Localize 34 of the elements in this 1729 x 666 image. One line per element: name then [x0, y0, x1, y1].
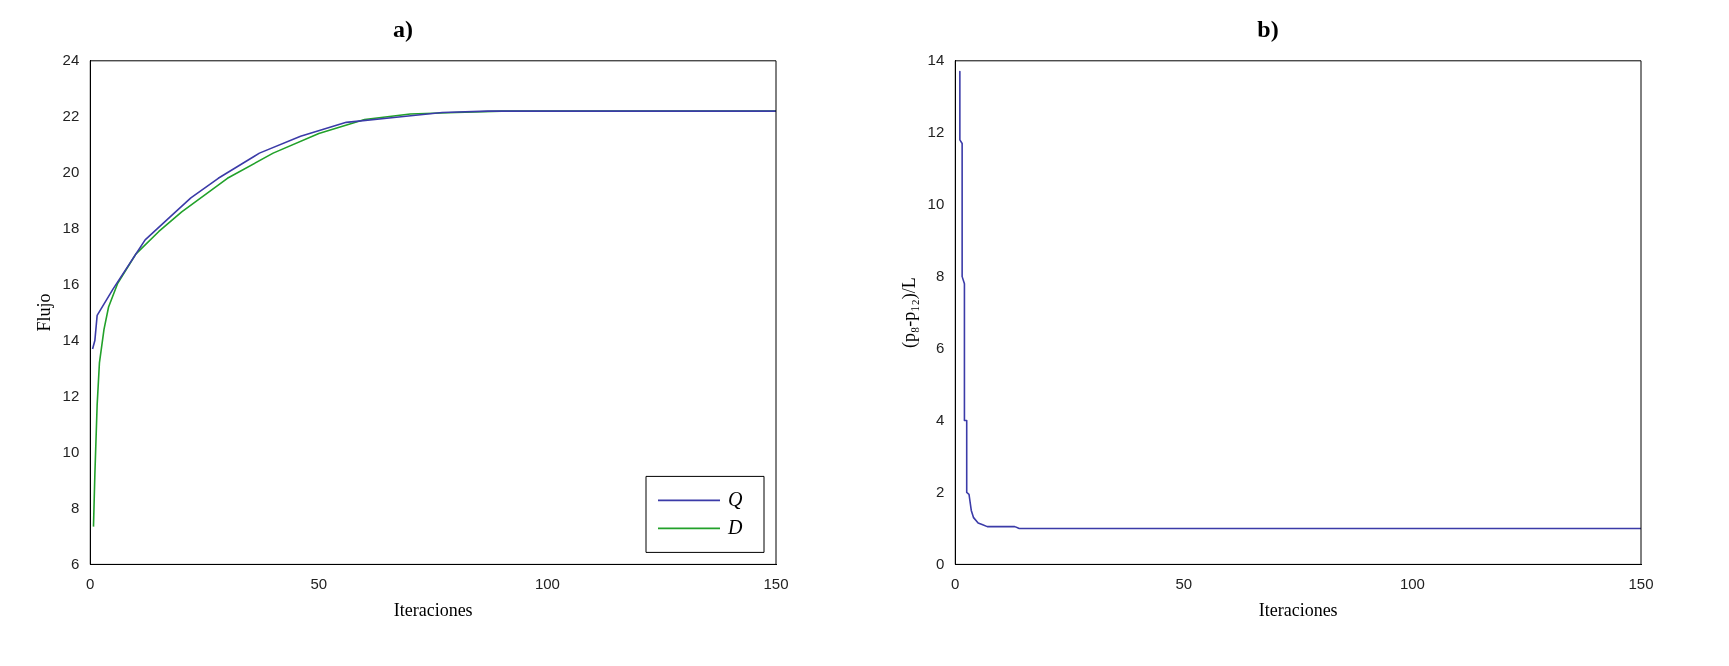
chart-title: a) [393, 15, 413, 42]
y-tick-label: 20 [62, 162, 80, 180]
y-tick-label: 8 [70, 498, 80, 516]
y-tick-label: 10 [62, 442, 80, 460]
y-tick-label: 14 [62, 330, 80, 348]
y-tick-label: 0 [935, 554, 945, 572]
x-tick-label: 100 [534, 574, 560, 592]
x-tick-label: 0 [951, 574, 960, 592]
x-tick-label: 150 [763, 574, 789, 592]
legend-label: Q [728, 487, 743, 510]
chart-title: b) [1257, 15, 1279, 42]
y-tick-label: 16 [62, 274, 80, 292]
y-tick-label: 10 [927, 194, 945, 212]
x-axis-title: Iteraciones [393, 599, 473, 620]
x-tick-label: 150 [1628, 574, 1654, 592]
x-tick-label: 50 [1175, 574, 1193, 592]
y-tick-label: 4 [935, 410, 945, 428]
y-tick-label: 12 [62, 386, 80, 404]
x-tick-label: 0 [86, 574, 95, 592]
y-tick-label: 6 [70, 554, 80, 572]
legend-label: D [727, 515, 743, 538]
y-tick-label: 22 [62, 106, 80, 124]
x-tick-label: 50 [310, 574, 328, 592]
y-tick-label: 8 [935, 266, 945, 284]
y-axis-title: (p₈-p₁₂)/L [898, 277, 920, 349]
y-tick-label: 14 [927, 50, 945, 68]
x-axis-title: Iteraciones [1258, 599, 1338, 620]
y-tick-label: 12 [927, 122, 945, 140]
y-tick-label: 24 [62, 50, 80, 68]
y-tick-label: 6 [935, 338, 945, 356]
y-tick-label: 2 [935, 482, 945, 500]
y-tick-label: 18 [62, 218, 80, 236]
y-axis-title: Flujo [33, 293, 54, 332]
x-tick-label: 100 [1399, 574, 1425, 592]
